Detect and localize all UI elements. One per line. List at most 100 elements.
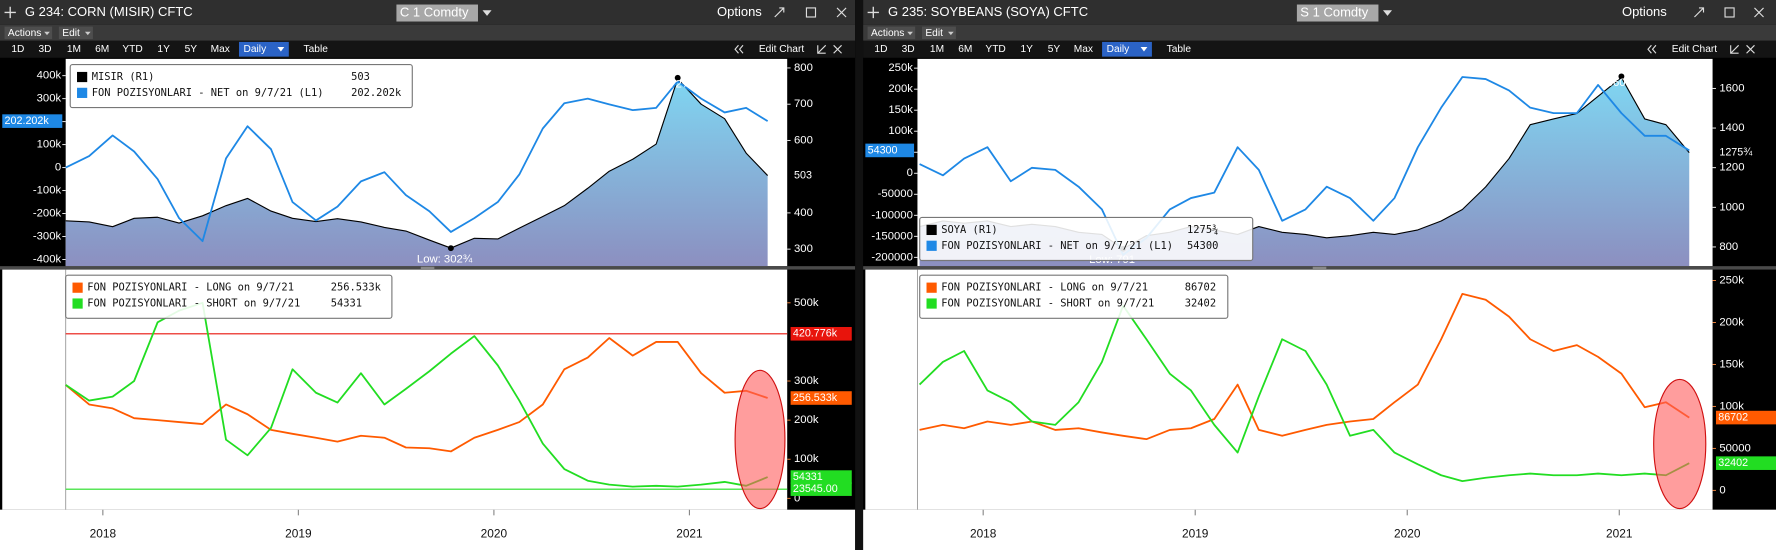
highlights <box>734 369 1707 510</box>
edit-icon[interactable] <box>817 44 827 54</box>
ticker-dropdown[interactable] <box>1382 10 1393 16</box>
toolbar-button[interactable]: YTD <box>985 44 1005 55</box>
legend-label: SOYA (R1) <box>941 224 997 236</box>
toolbar-button[interactable]: 3D <box>902 44 915 55</box>
menu-label: Actions <box>8 28 41 39</box>
last-value-label: 86702 <box>1718 411 1748 423</box>
extreme-marker <box>447 245 454 252</box>
last-value-label: 503 <box>794 169 812 181</box>
options-menu[interactable]: Options <box>717 4 762 19</box>
toolbar-row <box>0 40 856 58</box>
extreme-marker <box>1618 73 1625 80</box>
legend <box>69 63 413 109</box>
toolbar-button[interactable]: Daily <box>244 44 268 55</box>
menu-arrow <box>84 31 91 36</box>
close-icon[interactable] <box>1754 7 1764 18</box>
toolbar-button[interactable]: 3D <box>39 44 52 55</box>
toolbar-button[interactable]: Max <box>1074 44 1093 55</box>
interval-select[interactable] <box>238 41 289 57</box>
menu-button[interactable] <box>867 26 916 40</box>
x-tick-label: 2019 <box>1182 527 1209 541</box>
extreme-marker <box>674 74 681 81</box>
edit-chart[interactable]: Edit Chart <box>1672 44 1717 55</box>
x-tick-label: 2018 <box>90 527 117 541</box>
y-tick-label: 200k <box>888 83 913 95</box>
toolbar-button[interactable]: 5Y <box>1048 44 1061 55</box>
reference-tag <box>790 326 852 341</box>
menu-arrow <box>44 31 50 36</box>
menu-button[interactable] <box>921 26 956 40</box>
toolbar-button[interactable]: 1Y <box>157 44 170 55</box>
y-tick-label: 500k <box>794 297 819 309</box>
y-tick-label: -100k <box>33 185 62 197</box>
last-value-label: 32402 <box>1718 457 1748 469</box>
menu-button[interactable] <box>58 26 93 40</box>
y-tick-label: 0 <box>55 162 61 174</box>
last-value-tag <box>1715 410 1776 425</box>
y-tick-label: -200000 <box>871 251 913 263</box>
toolbar-button[interactable]: 1D <box>11 44 24 55</box>
toolbar-button[interactable]: Daily <box>1107 44 1131 55</box>
toolbar-button[interactable]: 6M <box>95 44 109 55</box>
maximize-icon[interactable] <box>805 7 817 18</box>
divider-grip <box>1312 266 1327 269</box>
legend-swatch <box>72 298 83 309</box>
settings-icon[interactable] <box>833 44 842 54</box>
menu-button[interactable] <box>4 26 53 40</box>
ticker-box[interactable] <box>1296 4 1379 22</box>
toolbar-button[interactable]: Table <box>1167 44 1192 55</box>
settings-icon[interactable] <box>1746 44 1755 54</box>
reference-label: 420.776k <box>793 328 838 340</box>
toolbar-button[interactable]: YTD <box>122 44 142 55</box>
series-line <box>919 76 1690 256</box>
collapse-icon[interactable] <box>734 44 744 54</box>
series-area <box>919 77 1690 267</box>
collapse-icon[interactable] <box>1647 44 1657 54</box>
toolbar-row <box>863 40 1776 58</box>
last-value-label: 256.533k <box>793 392 838 404</box>
x-tick-label: 2018 <box>970 527 997 541</box>
move-icon <box>4 6 16 19</box>
popout-icon[interactable] <box>774 7 785 18</box>
toolbar-button[interactable]: 1Y <box>1021 44 1034 55</box>
maximize-icon[interactable] <box>1724 7 1735 18</box>
reference-tag <box>790 482 852 496</box>
y-tick-label: 0 <box>907 167 913 179</box>
popout-icon[interactable] <box>1694 7 1705 18</box>
legend <box>919 216 1254 262</box>
legend-value: 32402 <box>1185 298 1216 310</box>
toolbar-button[interactable]: Table <box>304 44 329 55</box>
interval-select[interactable] <box>1102 41 1152 57</box>
options-menu[interactable]: Options <box>1622 4 1667 19</box>
y-tick-label: 800 <box>794 62 813 74</box>
toolbar-button[interactable]: 6M <box>958 44 972 55</box>
y-tick-label: 0 <box>1719 484 1725 496</box>
close-icon[interactable] <box>836 7 847 18</box>
legend-swatch <box>926 240 937 251</box>
ticker-box[interactable] <box>396 4 478 22</box>
y-tick-label: -100000 <box>871 209 913 221</box>
legend-label: FON POZISYONLARI - NET on 9/7/21 (L1) <box>92 87 324 99</box>
edit-chart[interactable]: Edit Chart <box>759 44 804 55</box>
toolbar-button[interactable]: 5Y <box>185 44 198 55</box>
toolbar-button[interactable]: 1M <box>67 44 81 55</box>
y-tick-label: -150000 <box>871 230 913 242</box>
toolbar-button[interactable]: 1M <box>930 44 944 55</box>
ticker-dropdown[interactable] <box>482 10 492 16</box>
y-tick-label: 100k <box>888 125 913 137</box>
edit-icon[interactable] <box>1730 44 1740 54</box>
x-tick-label: 2020 <box>1394 527 1421 541</box>
toolbar-button[interactable]: Max <box>211 44 230 55</box>
y-tick-label: 400 <box>794 207 813 219</box>
y-tick-label: 1600 <box>1719 82 1744 94</box>
toolbar-button[interactable]: 1D <box>874 44 887 55</box>
series-area <box>65 78 768 267</box>
y-tick-label: -200k <box>33 208 62 220</box>
legend-swatch <box>926 224 937 236</box>
series-line <box>918 304 1690 483</box>
y-tick-label: 150k <box>888 104 913 116</box>
y-tick-label: -50000 <box>878 188 913 200</box>
panel-title: G 234: CORN (MISIR) CFTC <box>25 4 193 19</box>
y-tick-label: 300k <box>37 93 62 105</box>
last-value-tag <box>865 143 915 158</box>
